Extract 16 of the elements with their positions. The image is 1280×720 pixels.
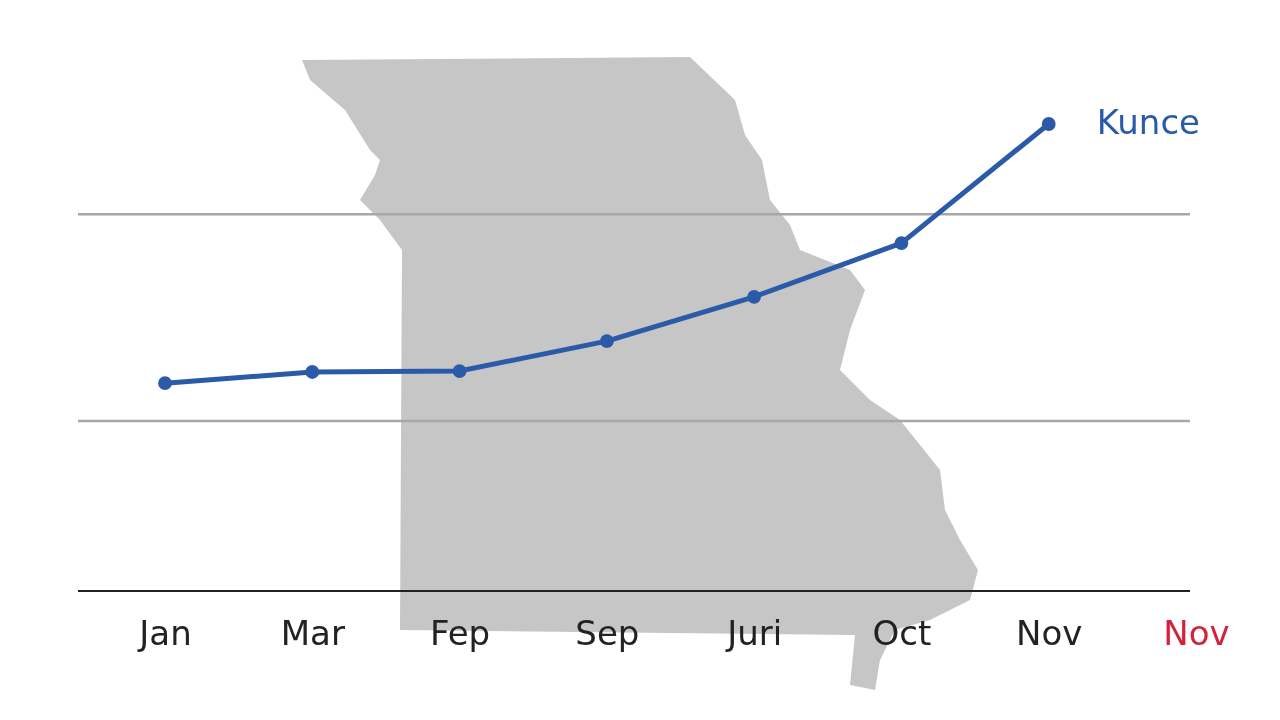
point: [305, 365, 320, 379]
point: [158, 376, 172, 391]
x-tick-label: Oct: [872, 613, 932, 654]
x-tick-label: Juri: [725, 613, 783, 654]
point: [1041, 117, 1056, 131]
series-label: Kunce: [1096, 102, 1201, 142]
x-tick-label: Mar: [280, 613, 345, 654]
x-tick-label: Jan: [137, 613, 192, 654]
x-tick-label: Nov: [1016, 613, 1083, 654]
point: [747, 289, 762, 304]
x-tick-label: Sep: [575, 613, 640, 654]
x-tick-label: Nov: [1163, 613, 1230, 654]
point: [452, 364, 467, 378]
x-tick-label: Fep: [429, 613, 491, 654]
point: [894, 236, 909, 250]
point: [599, 334, 614, 349]
